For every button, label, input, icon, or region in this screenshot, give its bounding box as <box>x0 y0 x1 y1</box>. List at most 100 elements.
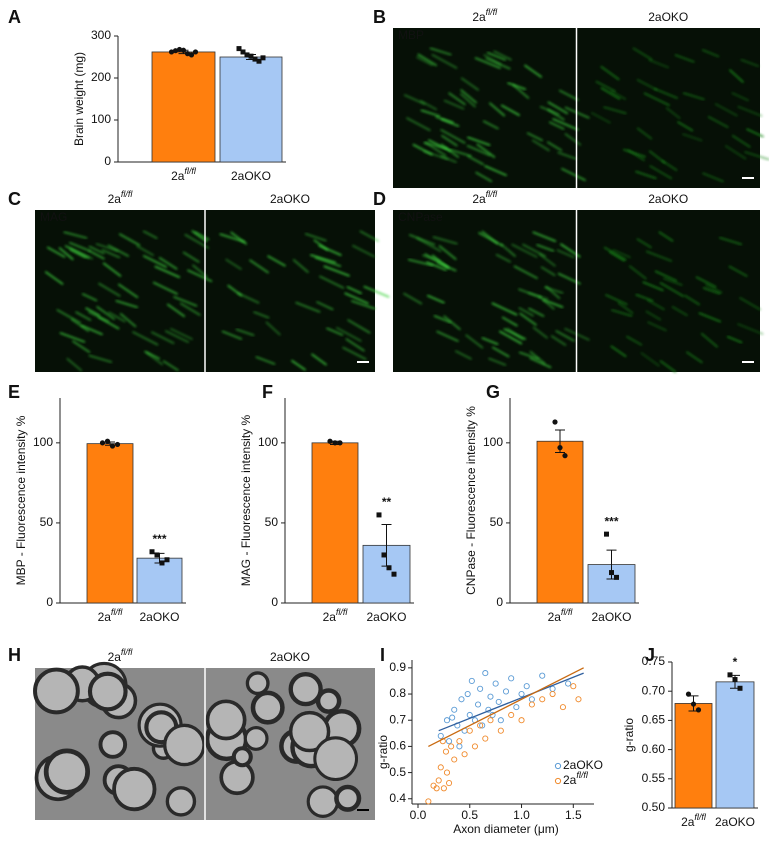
data-point <box>575 696 582 703</box>
fiber <box>560 167 586 182</box>
data-point <box>497 717 504 724</box>
fiber <box>221 330 243 340</box>
data-point <box>164 557 170 563</box>
panel-letter: F <box>262 382 273 402</box>
fiber <box>603 246 627 261</box>
image-title: 2afl/fl <box>472 189 498 206</box>
fiber <box>68 246 94 260</box>
x-tick-label: 2aOKO <box>139 610 179 624</box>
fiber <box>654 270 678 282</box>
y-tick-label: 100 <box>258 435 278 449</box>
data-point <box>495 698 502 705</box>
fiber <box>249 259 270 274</box>
y-tick-label: 100 <box>483 435 503 449</box>
data-point <box>99 440 106 446</box>
micrograph <box>393 28 769 188</box>
data-point <box>448 743 455 750</box>
fiber <box>443 99 465 110</box>
fiber <box>600 87 621 100</box>
data-point <box>609 570 614 576</box>
trend-line <box>428 667 584 747</box>
data-point <box>513 704 520 711</box>
fiber <box>426 294 445 304</box>
axon <box>205 699 247 741</box>
axon <box>313 736 359 782</box>
data-point <box>114 441 121 448</box>
data-point <box>386 565 392 571</box>
fiber <box>230 231 248 245</box>
y-axis-label: Brain weight (mg) <box>72 52 86 146</box>
fiber <box>682 92 705 101</box>
image-title: 2aOKO <box>648 10 688 24</box>
fiber <box>484 165 507 177</box>
fiber <box>162 360 179 372</box>
image-title: 2aOKO <box>270 192 310 206</box>
fiber <box>292 258 309 274</box>
y-tick-label: 300 <box>91 28 111 42</box>
fiber <box>313 239 329 252</box>
fiber <box>352 244 376 258</box>
bar <box>219 56 283 163</box>
axon <box>315 688 342 714</box>
axon <box>219 759 255 796</box>
data-point <box>497 727 504 734</box>
fiber <box>493 50 512 61</box>
fiber <box>702 286 721 295</box>
data-point <box>435 777 442 784</box>
fiber <box>632 47 653 61</box>
fiber <box>406 117 431 132</box>
fiber <box>737 323 764 335</box>
fiber <box>311 353 328 366</box>
fiber <box>647 321 667 332</box>
y-tick-label: 0.70 <box>642 683 666 697</box>
fiber <box>503 328 527 341</box>
data-point <box>260 55 266 61</box>
fiber <box>68 241 91 252</box>
fiber <box>518 307 534 317</box>
data-point <box>732 677 738 683</box>
fiber <box>335 326 362 342</box>
y-axis-label: g-ratio <box>622 718 636 752</box>
fiber <box>419 99 438 111</box>
fiber <box>671 305 688 317</box>
image-title-base: 2a <box>472 10 486 24</box>
fiber <box>648 59 670 69</box>
data-point <box>557 445 563 451</box>
fiber <box>75 311 92 322</box>
axon <box>163 723 206 767</box>
fiber <box>600 65 620 81</box>
fiber <box>416 56 434 66</box>
x-tick-label: 1.0 <box>513 808 530 822</box>
fiber <box>546 141 563 152</box>
micrograph <box>33 661 375 820</box>
fiber <box>88 311 110 323</box>
fiber <box>501 316 518 327</box>
data-point <box>154 552 160 558</box>
data-point <box>240 49 246 55</box>
bar <box>311 442 359 604</box>
data-point <box>464 690 471 698</box>
image-title-base: 2a <box>108 650 122 664</box>
fiber <box>408 233 436 246</box>
data-point <box>562 453 568 459</box>
image-title-base: 2aOKO <box>270 192 310 206</box>
fiber <box>253 311 270 319</box>
fiber <box>142 254 168 269</box>
fiber <box>440 143 460 159</box>
x-tick-label-base: 2aOKO <box>231 169 271 183</box>
data-point <box>337 440 343 446</box>
image-title: 2aOKO <box>270 650 310 664</box>
data-point <box>449 714 456 721</box>
data-point <box>477 722 484 729</box>
data-point <box>248 53 254 59</box>
fiber <box>495 253 512 263</box>
panel-letter: I <box>380 645 385 665</box>
fiber <box>98 282 121 297</box>
fiber <box>700 332 719 348</box>
axon <box>98 730 128 759</box>
x-tick-label-base: 2aOKO <box>591 610 631 624</box>
fiber <box>702 172 725 183</box>
data-point <box>695 707 702 713</box>
legend-label-base: 2a <box>563 773 577 787</box>
fiber <box>718 236 743 246</box>
